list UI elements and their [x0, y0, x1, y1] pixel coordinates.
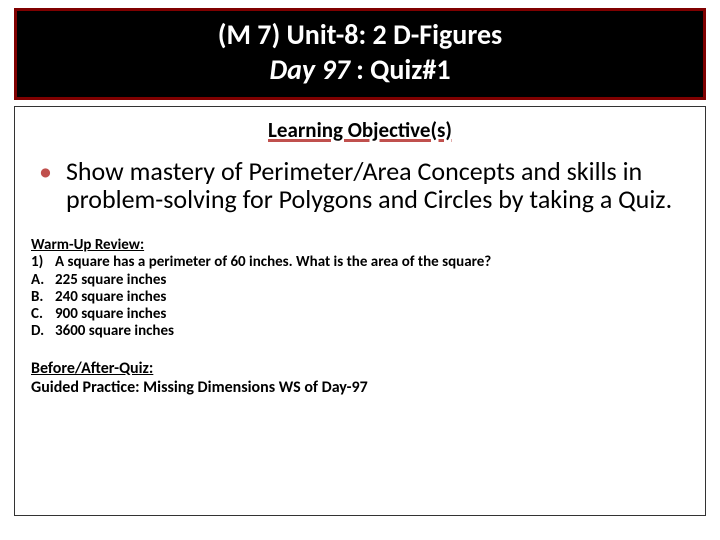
after-text: Guided Practice: Missing Dimensions WS o…	[31, 378, 689, 397]
header-quiz: : Quiz#1	[350, 52, 451, 87]
warmup-c-num: C.	[31, 306, 55, 323]
warmup-a-num: A.	[31, 272, 55, 289]
objective-bullet: • Show mastery of Perimeter/Area Concept…	[31, 157, 689, 213]
warmup-question: 1) A square has a perimeter of 60 inches…	[31, 254, 689, 271]
objective-text: Show mastery of Perimeter/Area Concepts …	[66, 157, 687, 213]
header-title-line2: Day 97 : Quiz#1	[37, 52, 683, 87]
slide: (M 7) Unit-8: 2 D-Figures Day 97 : Quiz#…	[0, 0, 720, 540]
warmup-option-c: C. 900 square inches	[31, 306, 689, 323]
header-box: (M 7) Unit-8: 2 D-Figures Day 97 : Quiz#…	[14, 8, 706, 100]
before-after-quiz: Before/After-Quiz: Guided Practice: Miss…	[31, 359, 689, 397]
bullet-icon: •	[39, 157, 52, 186]
warmup-d-num: D.	[31, 323, 55, 340]
warmup-d-text: 3600 square inches	[55, 323, 174, 340]
warmup-a-text: 225 square inches	[55, 272, 166, 289]
header-day: Day 97	[269, 52, 349, 87]
warmup-b-num: B.	[31, 289, 55, 306]
content-box: Learning Objective(s) • Show mastery of …	[14, 106, 706, 516]
warmup-title: Warm-Up Review:	[31, 237, 689, 254]
after-title: Before/After-Quiz:	[31, 359, 689, 378]
warmup-option-a: A. 225 square inches	[31, 272, 689, 289]
learning-objective-heading: Learning Objective(s)	[31, 117, 689, 143]
header-title-line1: (M 7) Unit-8: 2 D-Figures	[37, 17, 683, 52]
warmup-review: Warm-Up Review: 1) A square has a perime…	[31, 237, 689, 341]
warmup-c-text: 900 square inches	[55, 306, 166, 323]
warmup-q-text: A square has a perimeter of 60 inches. W…	[55, 254, 491, 271]
warmup-b-text: 240 square inches	[55, 289, 166, 306]
warmup-option-b: B. 240 square inches	[31, 289, 689, 306]
warmup-option-d: D. 3600 square inches	[31, 323, 689, 340]
warmup-q-num: 1)	[31, 254, 55, 271]
